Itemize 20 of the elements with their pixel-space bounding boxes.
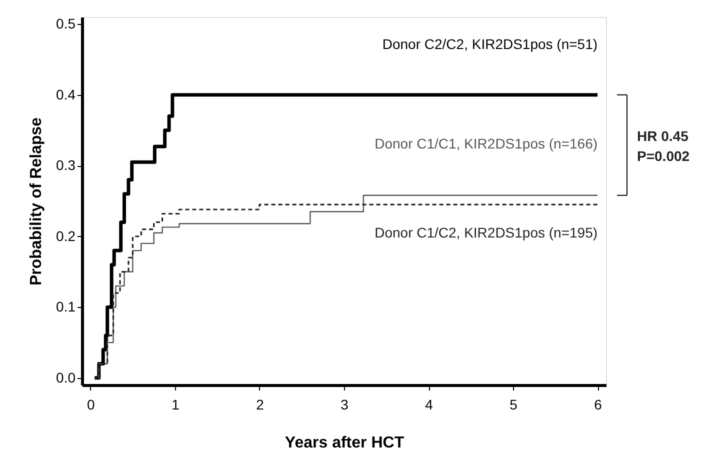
y-axis-title: Probability of Relapse	[28, 117, 46, 286]
x-tick-label: 3	[340, 396, 349, 412]
y-tick-label: 0.4	[56, 86, 76, 102]
y-tick-label: 0.5	[56, 16, 76, 32]
x-tick-label: 1	[172, 396, 180, 412]
x-axis-title: Years after HCT	[284, 434, 404, 452]
y-tick-label: 0.1	[56, 298, 76, 315]
series-label: Donor C1/C2, KIR2DS1pos (n=195)	[374, 224, 598, 241]
x-tick-label: 0	[87, 396, 96, 412]
y-tick-label: 0.0	[56, 369, 76, 386]
x-tick-label: 4	[425, 396, 434, 412]
text: Donor C1/C1, KIR2DS1pos (n=166)	[374, 135, 598, 152]
text: HR 0.45	[637, 128, 689, 144]
x-tick-label: 6	[594, 396, 602, 412]
text: Donor C2/C2, KIR2DS1pos (n=51)	[382, 36, 598, 52]
text: P=0.002	[637, 148, 690, 164]
x-tick-label: 2	[256, 396, 264, 412]
x-tick-label: 5	[510, 396, 518, 412]
y-tick-label: 0.2	[56, 228, 76, 244]
y-tick-label: 0.3	[56, 157, 76, 174]
